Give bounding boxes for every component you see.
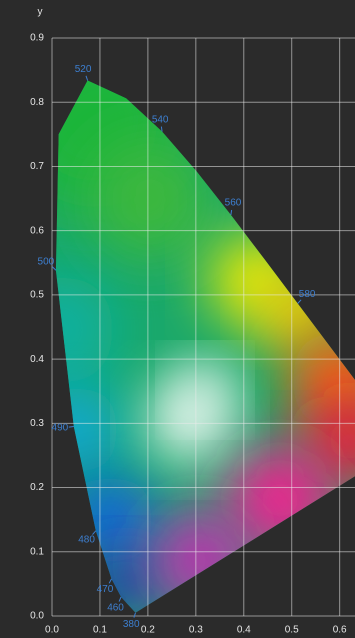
annotation-tick — [118, 596, 122, 602]
wavelength-label: 460 — [107, 603, 124, 614]
y-tick-label: 0.4 — [30, 354, 44, 365]
y-tick-label: 0.0 — [30, 611, 44, 622]
y-tick-label: 0.5 — [30, 290, 44, 301]
annotation-tick — [92, 530, 97, 535]
x-tick-label: 0.6 — [333, 625, 347, 636]
wavelength-label: 380 — [123, 619, 140, 630]
wavelength-label: 520 — [75, 64, 92, 75]
annotation-tick — [108, 578, 112, 584]
wavelength-label: 560 — [225, 198, 242, 209]
wavelength-label: 580 — [299, 289, 316, 300]
wavelength-label: 480 — [78, 534, 95, 545]
y-tick-label: 0.3 — [30, 418, 44, 429]
color-blob — [305, 395, 355, 485]
x-tick-label: 0.1 — [93, 625, 107, 636]
y-tick-label: 0.7 — [30, 161, 44, 172]
y-tick-label: 0.6 — [30, 225, 44, 236]
x-tick-label: 0.5 — [285, 625, 299, 636]
x-tick-label: 0.4 — [237, 625, 251, 636]
y-tick-label: 0.9 — [30, 33, 44, 44]
y-tick-label: 0.2 — [30, 482, 44, 493]
grid — [51, 37, 355, 617]
wavelength-label: 500 — [38, 257, 55, 268]
annotation-tick — [230, 209, 233, 216]
wavelength-label: 470 — [97, 584, 114, 595]
annotation-tick — [68, 426, 74, 428]
y-axis-label: y — [38, 7, 43, 18]
wavelength-label: 540 — [152, 114, 169, 125]
color-blob — [90, 140, 210, 260]
annotation-tick — [51, 266, 57, 271]
y-tick-label: 0.1 — [30, 546, 44, 557]
annotation-tick — [297, 299, 302, 304]
annotation-tick — [85, 75, 89, 81]
y-tick-label: 0.8 — [30, 97, 44, 108]
x-tick-label: 0.2 — [141, 625, 155, 636]
x-tick-label: 0.0 — [45, 625, 59, 636]
annotation-tick — [160, 126, 163, 132]
wavelength-label: 490 — [52, 423, 69, 434]
color-blob — [180, 365, 230, 415]
color-blob — [55, 385, 120, 475]
x-tick-label: 0.3 — [189, 625, 203, 636]
annotation-tick — [133, 612, 136, 618]
